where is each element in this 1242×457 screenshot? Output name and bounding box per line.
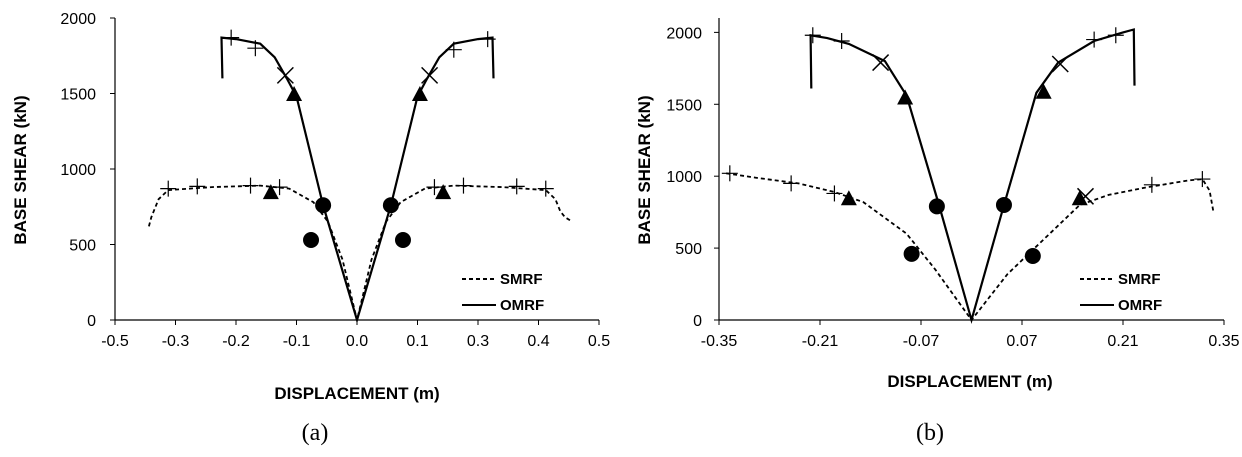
x-tick-label-a: 0.3 [467,333,489,350]
plus-marker-omrf-b [804,27,821,44]
y-tick-label-a: 2000 [60,11,96,28]
x-tick-label-b: -0.35 [701,333,738,350]
y-tick-labels-b: 0 500 1000 1500 2000 [666,25,702,330]
y-tick-label-a: 1000 [60,162,96,179]
circle-marker-omrf-b [928,198,945,215]
series-line-omrf-b [809,28,1136,325]
legend-a: SMRF OMRF [462,271,544,314]
y-tick-label-b: 1500 [666,97,702,114]
plus-marker-omrf-a [223,29,240,46]
plus-marker-smrf-b [721,165,738,182]
x-tick-label-a: -0.1 [283,333,311,350]
legend-label-smrf-a: SMRF [500,271,543,288]
triangle-marker-omrf-b [897,89,914,105]
plus-marker-omrf-a [445,41,462,58]
triangle-marker-smrf-a [435,184,452,200]
y-tick-label-b: 500 [675,241,702,258]
x-tick-label-a: 0.1 [406,333,428,350]
plus-marker-omrf-b [1086,31,1103,48]
plus-marker-omrf-a [247,40,264,57]
x-tick-label-a: -0.2 [222,333,250,350]
panel-label-b: (b) [916,420,944,446]
circle-marker-omrf-b [995,196,1012,213]
x-tick-label-b: -0.07 [903,333,940,350]
x-tick-label-a: 0.0 [346,333,368,350]
x-marker-b [276,66,294,84]
x-axis-title-a: DISPLACEMENT (m) [274,384,439,403]
series-a [148,29,571,324]
legend-label-omrf-a: OMRF [500,297,544,314]
y-tick-label-a: 500 [69,238,96,255]
circle-marker-omrf-a [382,197,399,214]
x-marker-omrf-b [872,54,890,72]
y-tick-label-a: 1500 [60,87,96,104]
x-tick-label-a: 0.4 [527,333,549,350]
triangle-marker-smrf-b [1071,190,1088,206]
triangle-marker-omrf-a [411,86,428,102]
x-marker-omrf-a [421,66,439,84]
legend-b: SMRF OMRF [1080,271,1162,314]
circle-marker-smrf-a [394,231,411,248]
x-axis-title-b: DISPLACEMENT (m) [887,372,1052,391]
panel-label-a: (a) [302,420,329,446]
x-marker-b [421,66,439,84]
triangle-marker-omrf-b [1035,83,1052,99]
plus-marker-smrf-b [783,175,800,192]
panel-a: -0.5 -0.3 -0.2 -0.1 0.0 0.1 0.3 0.4 0.5 0 500 1000… [11,11,610,446]
circle-marker-smrf-a [303,231,320,248]
legend-label-smrf-b: SMRF [1118,271,1161,288]
series-line-smrf-b [726,172,1215,322]
x-marker-omrf-a [276,66,294,84]
x-tick-label-b: 0.21 [1107,333,1138,350]
plus-marker-omrf-a [479,31,496,48]
plus-marker-omrf-b [833,33,850,50]
legend-label-omrf-b: OMRF [1118,297,1162,314]
y-tick-label-b: 0 [693,313,702,330]
y-tick-label-a: 0 [87,313,96,330]
x-tick-label-a: -0.3 [162,333,190,350]
y-tick-labels-a: 0 500 1000 1500 2000 [60,11,96,330]
y-axis-title-b: BASE SHEAR (kN) [635,95,654,244]
x-tick-labels-b: -0.35 -0.21 -0.07 0.07 0.21 0.35 [701,333,1240,350]
plus-marker-smrf-a [455,177,472,194]
x-tick-label-a: 0.5 [588,333,610,350]
plus-marker-smrf-a [160,180,177,197]
circle-marker-smrf-b [903,245,920,262]
triangle-marker-smrf-a [262,184,279,200]
circle-marker-omrf-a [315,197,332,214]
x-tick-label-b: 0.07 [1006,333,1037,350]
series-b [721,27,1215,325]
plus-marker-smrf-b [1194,171,1211,188]
x-marker-b [1051,55,1069,73]
plus-marker-smrf-a [242,177,259,194]
x-marker-omrf-b [1051,55,1069,73]
x-marker-b [872,54,890,72]
plus-marker-smrf-b [1143,176,1160,193]
series-line-omrf-a [220,36,495,324]
plus-marker-smrf-a [426,179,443,196]
x-tick-label-b: 0.35 [1208,333,1239,350]
plus-marker-smrf-a [537,180,554,197]
plus-marker-smrf-a [508,178,525,195]
circle-marker-smrf-b [1024,248,1041,265]
y-tick-label-b: 1000 [666,169,702,186]
triangle-marker-omrf-a [286,86,303,102]
triangle-marker-smrf-b [840,190,857,206]
plus-marker-smrf-a [271,179,288,196]
y-axis-title-a: BASE SHEAR (kN) [11,95,30,244]
plus-marker-smrf-a [189,178,206,195]
panel-b: -0.35 -0.21 -0.07 0.07 0.21 0.35 0 500 1000 1500… [635,18,1240,446]
plus-marker-smrf-b [826,185,843,202]
axes-a [110,17,600,325]
x-tick-labels-a: -0.5 -0.3 -0.2 -0.1 0.0 0.1 0.3 0.4 0.5 [101,333,610,350]
y-tick-label-b: 2000 [666,25,702,42]
x-tick-label-a: -0.5 [101,333,129,350]
plus-marker-omrf-b [1107,27,1124,44]
x-tick-label-b: -0.21 [802,333,839,350]
